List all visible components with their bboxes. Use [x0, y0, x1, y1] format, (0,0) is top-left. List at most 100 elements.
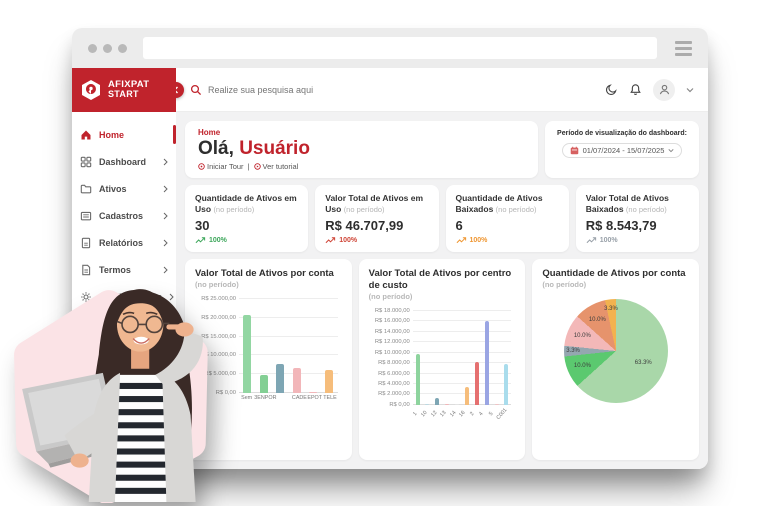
chart-card-valor-por-centro-custo: Valor Total de Ativos por centro de cust… [358, 259, 526, 460]
trend-up-icon [586, 237, 596, 244]
dashboard-grid-icon [80, 156, 92, 167]
sidebar-item-label: Termos [99, 264, 131, 275]
topbar [168, 68, 708, 112]
afixpat-cube-icon [82, 80, 100, 100]
kpi-trend: 100% [456, 236, 559, 244]
bar [276, 364, 285, 393]
user-avatar[interactable] [653, 78, 675, 101]
trend-up-icon [195, 237, 206, 244]
bar [259, 374, 268, 393]
chevron-right-icon [163, 239, 168, 246]
browser-menu-icon[interactable] [675, 40, 692, 56]
page-title: Olá, Usuário [198, 138, 525, 160]
tutorial-play-icon [253, 163, 261, 170]
chart-title: Valor Total de Ativos por centro de cust… [368, 268, 512, 291]
trend-up-icon [456, 237, 466, 244]
start-tour-link[interactable]: Iniciar Tour [198, 162, 244, 171]
chevron-down-icon [668, 149, 674, 153]
global-search [190, 84, 605, 96]
kpi-title: Valor Total de Ativos em Uso [325, 193, 424, 215]
welcome-card: Home Olá, Usuário Iniciar Tour | [185, 121, 538, 178]
logo-text-top: AFIXPAT [108, 79, 150, 91]
greeting-username: Usuário [239, 138, 310, 159]
chart-subtitle: (no período) [542, 279, 587, 289]
kpi-period-note: (no período) [343, 205, 385, 215]
kpi-trend-value: 100% [599, 236, 618, 244]
sidebar-item-label: Ativos [99, 183, 127, 194]
breadcrumb[interactable]: Home [198, 128, 221, 137]
bar [455, 403, 460, 405]
bar [494, 403, 499, 405]
bar [464, 386, 469, 405]
start-tour-label: Iniciar Tour [207, 162, 244, 171]
user-icon [659, 84, 669, 95]
sidebar-item-cadastros[interactable]: Cadastros [72, 202, 176, 229]
kpi-card-valor-ativos-baixados: Valor Total de Ativos Baixados (no perío… [575, 185, 699, 253]
sidebar-item-dashboard[interactable]: Dashboard [72, 148, 176, 175]
chevron-right-icon [163, 185, 168, 192]
active-indicator [173, 125, 176, 144]
sidebar-item-relatorios[interactable]: Relatórios [72, 229, 176, 256]
period-label: Período de visualização do dashboard: [557, 130, 687, 137]
kpi-card-qtd-ativos-baixados: Quantidade de Ativos Baixados (no períod… [445, 185, 569, 253]
woman-with-laptop-photo [14, 289, 208, 503]
period-selector[interactable]: 01/07/2024 - 15/07/2025 [561, 143, 683, 159]
bar [504, 364, 509, 405]
period-value: 01/07/2024 - 15/07/2025 [582, 146, 665, 156]
chart-subtitle: (no período) [195, 279, 239, 289]
main-area: Home Olá, Usuário Iniciar Tour | [168, 68, 708, 469]
bar [435, 398, 440, 405]
window-dot [103, 43, 112, 53]
sidebar-item-label: Dashboard [99, 156, 147, 167]
kpi-value: 6 [455, 218, 463, 234]
sidebar-item-label: Cadastros [99, 210, 144, 221]
gear-icon [81, 291, 91, 302]
kpi-value: R$ 46.707,99 [325, 218, 404, 234]
kpi-card-qtd-ativos-uso: Quantidade de Ativos em Uso (no período)… [185, 185, 309, 253]
app-frame: AFIXPAT START Home [72, 68, 708, 469]
bar-chart-valor-por-centro-custo: R$ 18.000,00 R$ 16.000,00 R$ 14.000,00 R$ 1… [369, 308, 516, 421]
kpi-title: Valor Total de Ativos Baixados [585, 193, 669, 215]
logo-text-bottom: START [108, 89, 139, 100]
dark-mode-moon-icon[interactable] [605, 83, 618, 96]
kpi-trend: 100% [586, 236, 689, 244]
dashboard-content: Home Olá, Usuário Iniciar Tour | [176, 112, 708, 469]
sidebar-item-home[interactable]: Home [72, 121, 176, 148]
browser-window: AFIXPAT START Home [72, 28, 708, 469]
kpi-trend-value: 100% [209, 236, 227, 244]
kpi-title: Quantidade de Ativos Baixados [455, 193, 543, 215]
home-icon [81, 130, 91, 139]
search-icon [190, 84, 202, 95]
bar [474, 362, 479, 405]
list-box-icon [80, 211, 92, 220]
browser-chrome [72, 28, 708, 68]
kpi-period-note: (no período) [213, 205, 255, 215]
period-card: Período de visualização do dashboard: 01… [545, 121, 699, 178]
chevron-right-icon [163, 158, 168, 165]
sidebar-item-ativos[interactable]: Ativos [72, 175, 176, 202]
bar [243, 314, 252, 393]
search-input[interactable] [208, 84, 605, 95]
bar [445, 403, 450, 405]
kpi-value: 30 [195, 218, 210, 234]
pie-chart-qtd-por-conta: 63.3% 10.0% 3.3% 10.0% 10.0% 3.3% [542, 298, 689, 403]
tutorial-link[interactable]: Ver tutorial [253, 162, 298, 171]
links-separator: | [247, 162, 250, 171]
sidebar-item-label: Home [99, 129, 125, 140]
chevron-right-icon [163, 266, 168, 273]
kpi-title: Quantidade de Ativos em Uso [195, 193, 297, 215]
window-dot [88, 43, 97, 53]
url-bar[interactable] [143, 37, 657, 59]
chart-title: Quantidade de Ativos por conta [542, 268, 686, 280]
pie [563, 298, 668, 403]
notifications-bell-icon[interactable] [629, 83, 642, 96]
calendar-icon [570, 146, 578, 155]
kpi-trend-value: 100% [469, 236, 488, 244]
bar [415, 353, 420, 405]
chevron-right-icon [163, 212, 168, 219]
chevron-down-icon[interactable] [686, 87, 694, 93]
report-document-icon [81, 237, 91, 248]
bar [309, 391, 318, 393]
sidebar-item-termos[interactable]: Termos [72, 256, 176, 283]
bar-chart-valor-por-conta: R$ 25.000,00 R$ 20.000,00 R$ 15.000,00 R$ 1… [201, 295, 338, 401]
